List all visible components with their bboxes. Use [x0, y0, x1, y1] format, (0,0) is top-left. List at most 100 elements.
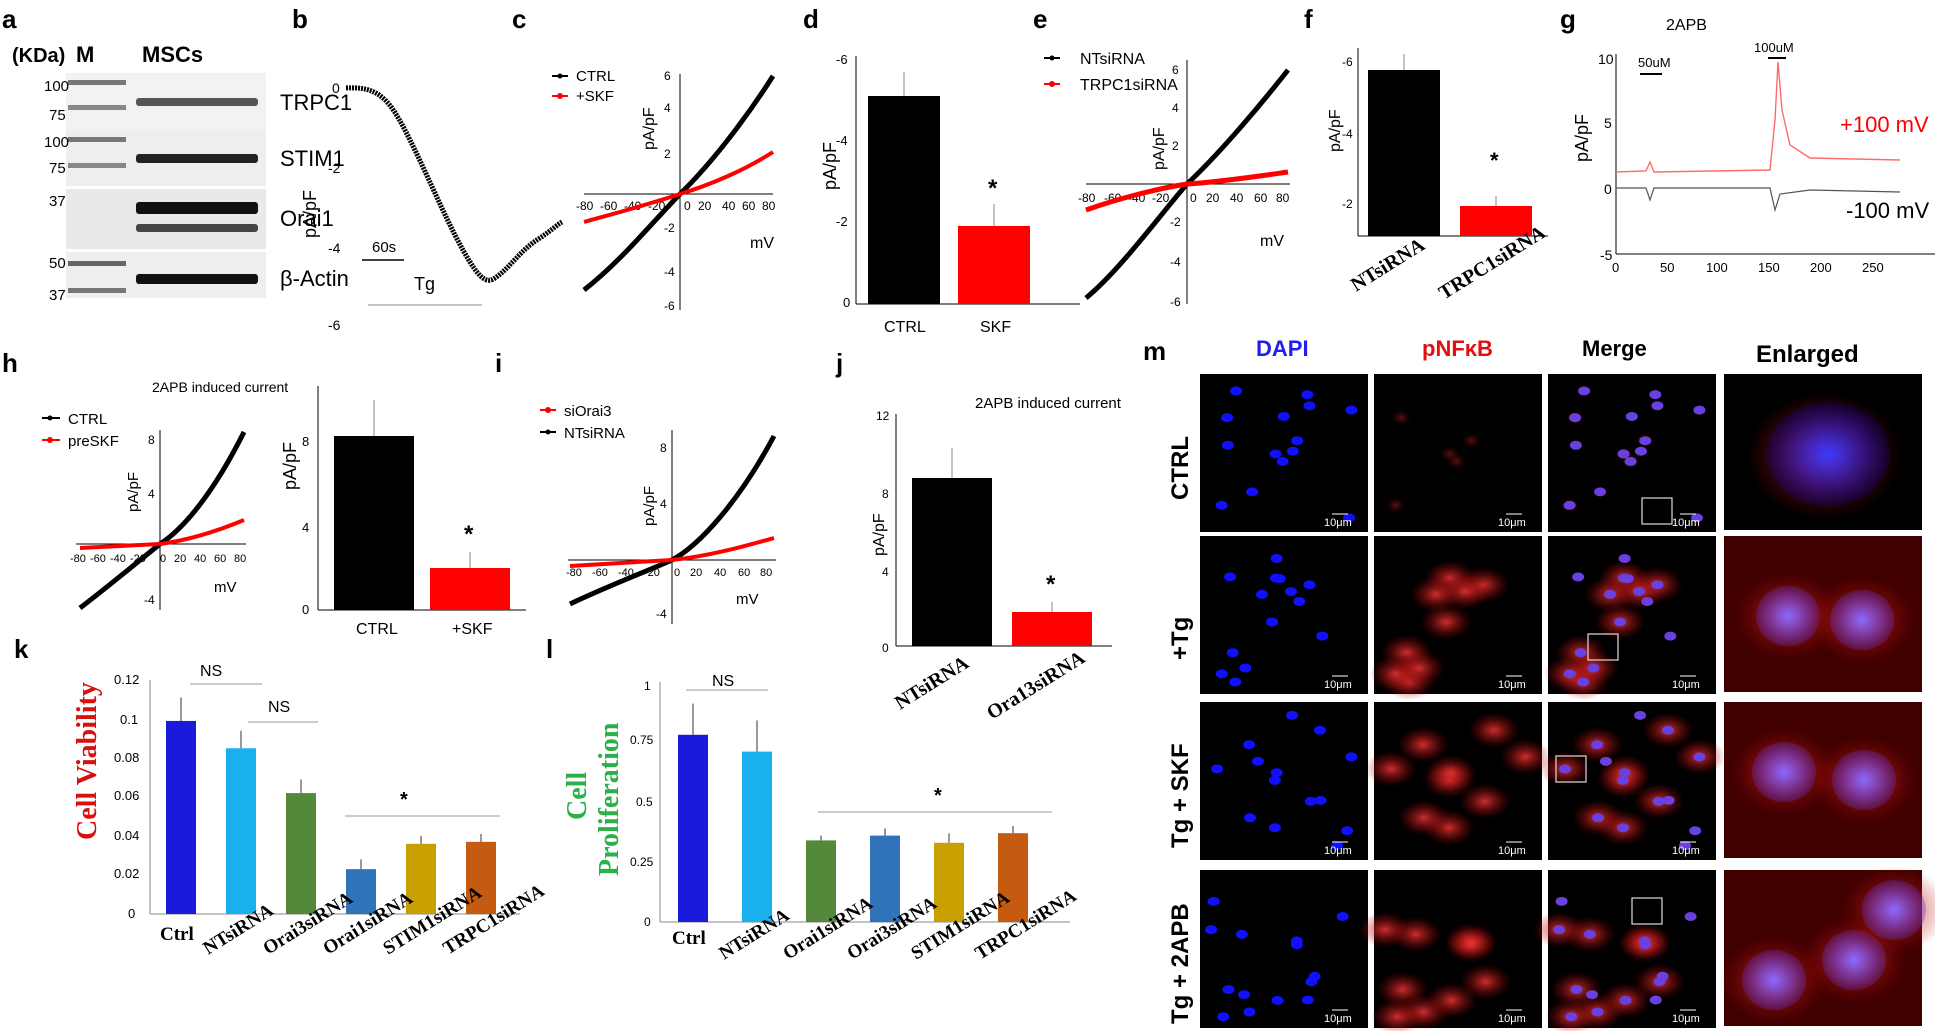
panel-label-e: e: [1033, 4, 1047, 34]
f-ytick: -6: [1342, 55, 1353, 69]
m-scalebar-label: 10μm: [1324, 679, 1352, 691]
panel-d: d pA/pF -6 -4 -2 0 * CTRL SKF: [803, 4, 1080, 336]
m-cell: [1420, 603, 1473, 640]
f-ylabel: pA/pF: [1327, 109, 1344, 152]
f-ytick: -4: [1342, 127, 1353, 141]
m-nucleus: [1569, 413, 1582, 423]
h-ytick: 4: [148, 487, 155, 501]
e-xtick: 80: [1276, 191, 1290, 205]
c-ytick: -4: [664, 265, 675, 279]
m-nucleus: [1239, 663, 1252, 673]
m-nucleus: [1651, 580, 1664, 590]
m-nucleus: [1303, 401, 1316, 411]
m-nucleus: [1331, 841, 1344, 851]
e-legend-dot: [1049, 55, 1055, 61]
j-ytick: 8: [882, 487, 889, 501]
m-scalebar-label: 10μm: [1672, 517, 1700, 529]
b-ytick: 0: [332, 80, 340, 96]
m-nucleus: [1577, 677, 1590, 687]
m-nucleus: [1632, 587, 1645, 597]
c-ytick: -6: [664, 299, 675, 313]
marker-band: [68, 163, 126, 168]
e-ytick: 2: [1172, 139, 1179, 153]
marker-band: [68, 288, 126, 293]
m-nucleus: [1313, 725, 1326, 735]
h-star: *: [464, 521, 474, 548]
i-xtick: -80: [566, 567, 582, 579]
g-bar-50-label: 50uM: [1638, 55, 1671, 70]
e-trace-trpc1: [1085, 169, 1289, 213]
m-enlarged-nucleus: [1742, 950, 1806, 1010]
panel-k: k Cell Viability 0.12 0.1 0.08 0.06 0.04…: [14, 634, 548, 959]
m-row-tg: +Tg: [1167, 617, 1194, 660]
band-actin: [136, 274, 258, 284]
k-ytick: 0: [128, 906, 135, 921]
m-nucleus: [1639, 436, 1652, 446]
m-nucleus: [1256, 589, 1269, 599]
l-bar: [870, 835, 900, 922]
m-nucleus: [1221, 413, 1234, 423]
k-ytick: 0.02: [114, 866, 139, 881]
m-image: [1200, 536, 1368, 694]
m-cell: [1499, 738, 1552, 775]
l-ns: NS: [712, 673, 734, 690]
l-bar: [934, 842, 964, 922]
g-trace-neg: [1616, 187, 1901, 213]
c-legend-skf: +SKF: [576, 88, 614, 105]
m-nucleus: [1619, 995, 1632, 1005]
m-image-grid: 10μm 10μm 10μm 10μm 10μm 10μm 10μm 10μm 10μm 10μm…: [1200, 374, 1935, 1031]
g-xtick: 0: [1612, 260, 1619, 275]
k-ytick: 0.12: [114, 672, 139, 687]
b-tg-label: Tg: [414, 274, 435, 294]
m-nucleus: [1634, 710, 1647, 720]
m-nucleus: [1616, 823, 1629, 833]
m-enlarged-nucleus: [1830, 590, 1894, 650]
m-nucleus: [1651, 401, 1664, 411]
m-nucleus: [1656, 971, 1669, 981]
m-cell: [1439, 445, 1460, 462]
c-ytick: 2: [664, 147, 671, 161]
h-legend-dot: [47, 415, 53, 421]
marker-100: 100: [44, 78, 69, 95]
g-trace-pos: [1615, 61, 1901, 173]
panel-label-g: g: [1560, 4, 1576, 34]
i-ytick: 8: [660, 441, 667, 455]
m-nucleus: [1229, 677, 1242, 687]
l-ytick: 0.25: [630, 855, 654, 869]
k-category-label: Ctrl: [160, 924, 194, 945]
e-xtick: -20: [1152, 191, 1170, 205]
m-cell: [1424, 754, 1477, 791]
m-scalebar-label: 10μm: [1672, 1013, 1700, 1025]
k-ytick: 0.08: [114, 750, 139, 765]
g-xtick: 150: [1758, 260, 1780, 275]
m-enlarged-nucleus: [1766, 402, 1890, 506]
h-bar-ytick: 4: [302, 520, 309, 535]
e-xtick: 20: [1206, 191, 1220, 205]
panel-label-m: m: [1143, 336, 1166, 366]
b-trace: [345, 85, 564, 283]
m-cell: [1398, 799, 1451, 836]
m-image: [1200, 870, 1368, 1028]
m-cell: [1458, 783, 1511, 820]
b-scale-label: 60s: [372, 239, 396, 256]
m-nucleus: [1244, 813, 1257, 823]
m-zoom-box: [1587, 633, 1619, 661]
m-nucleus: [1594, 487, 1607, 497]
m-zoom-box: [1641, 497, 1673, 525]
h-bar-ctrl: [334, 436, 414, 610]
m-cell: [1376, 971, 1429, 1008]
m-nucleus: [1243, 1007, 1256, 1017]
m-nucleus: [1270, 553, 1283, 563]
k-bar: [406, 843, 436, 914]
m-nucleus: [1664, 631, 1677, 641]
m-cell: [1393, 650, 1446, 687]
panel-label-j: j: [835, 348, 843, 378]
m-enlarged-nucleus: [1756, 586, 1820, 646]
j-title: 2APB induced current: [975, 395, 1122, 412]
j-cat-nt: NTsiRNA: [891, 652, 973, 715]
i-xtick: 80: [760, 567, 772, 579]
m-nucleus: [1222, 984, 1235, 994]
m-nucleus: [1246, 487, 1259, 497]
panel-j: j 2APB induced current pA/pF 12 8 4 0 * …: [835, 348, 1122, 724]
